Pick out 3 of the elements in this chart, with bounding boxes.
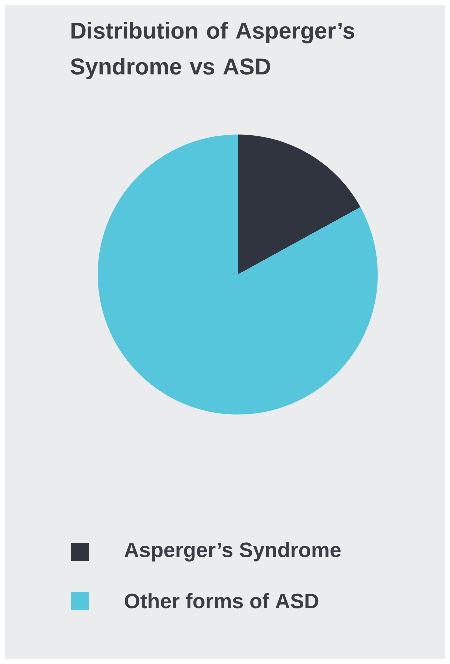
legend-label: Asperger’s Syndrome	[124, 542, 341, 562]
chart-title: Distribution of Asperger’s Syndrome vs ASD	[70, 22, 354, 80]
legend-label: Other forms of ASD	[125, 593, 319, 609]
